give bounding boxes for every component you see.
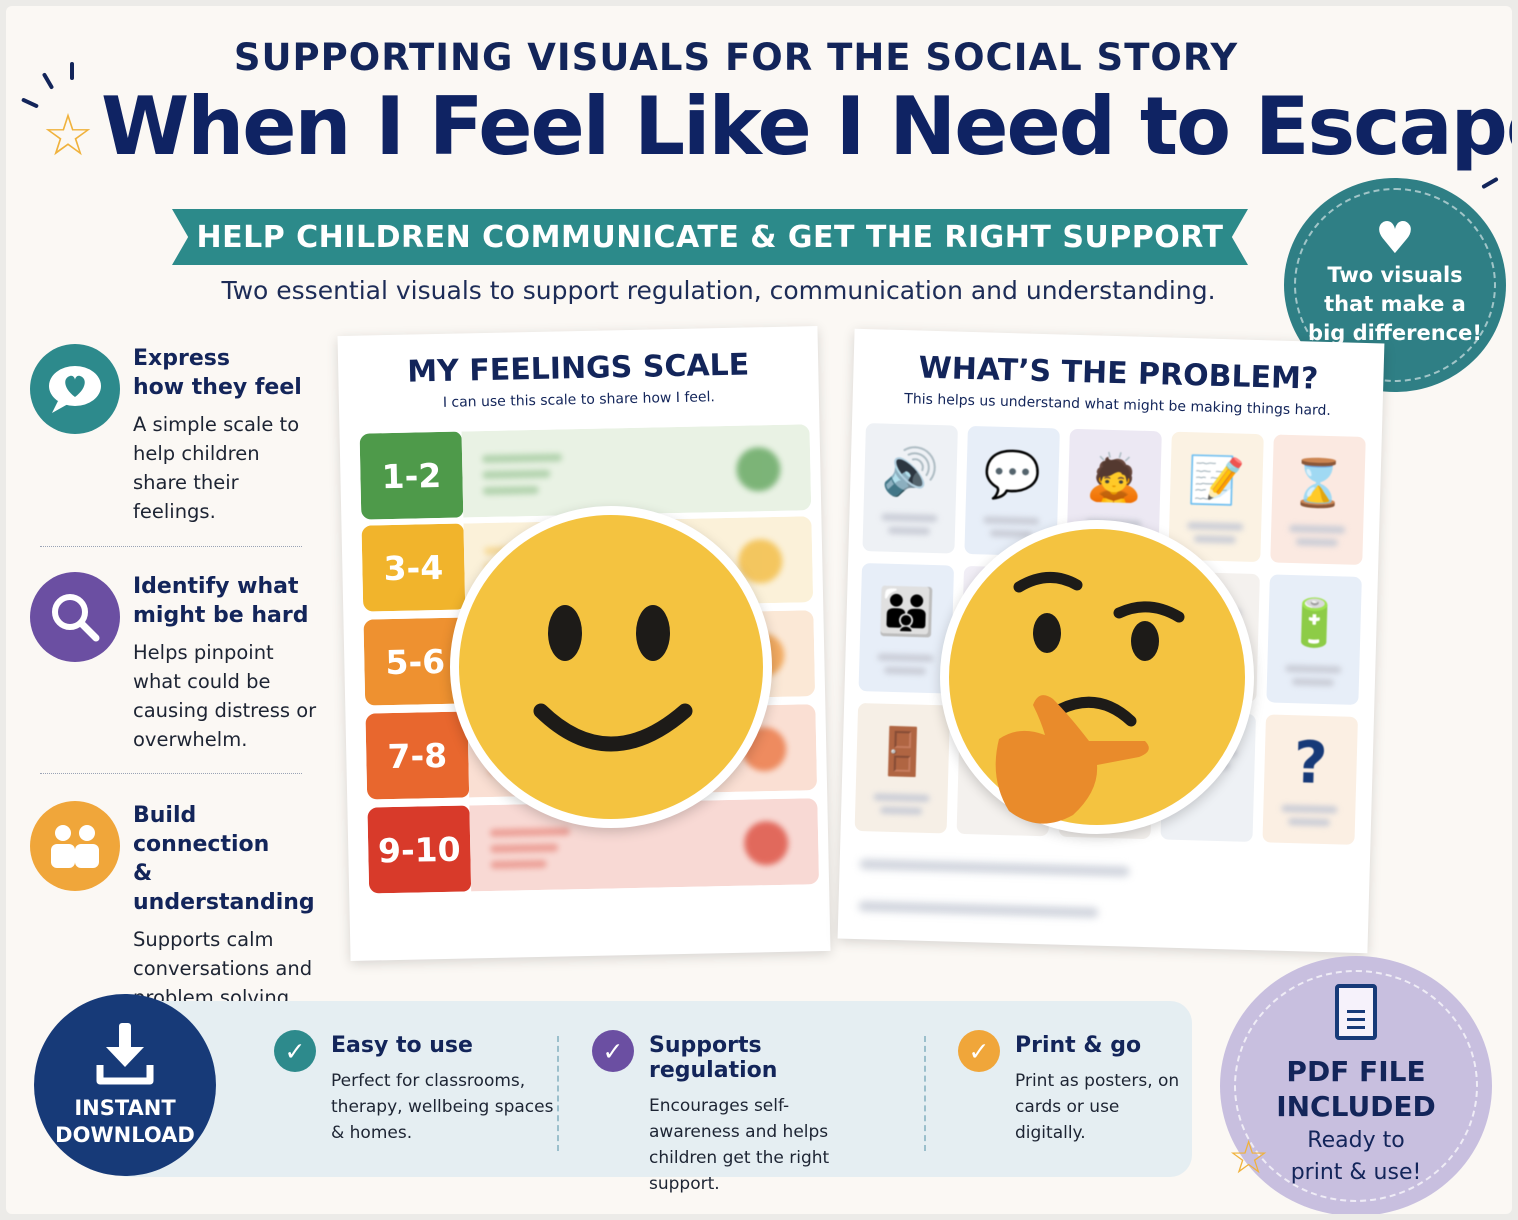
worksheet-icon: 📝: [1187, 452, 1246, 508]
scale-level-label: 9-10: [367, 805, 472, 894]
pdf-line: INCLUDED: [1276, 1090, 1436, 1123]
pdf-included-badge: PDF FILE INCLUDED Ready to print & use!: [1220, 956, 1492, 1214]
benefit-heading: Supports regulation: [649, 1033, 778, 1083]
check-icon: ✓: [958, 1030, 1000, 1072]
scale-row-background: [461, 424, 812, 518]
badge-line: Two visuals: [1327, 262, 1463, 287]
blurred-text: [887, 526, 931, 535]
blurred-footer-text: [858, 901, 1099, 918]
download-icon: [96, 1023, 154, 1085]
feature-heading: how they feel: [133, 375, 302, 400]
benefit-body: Perfect for classrooms, therapy, wellbei…: [331, 1071, 554, 1143]
blurred-text: [490, 843, 559, 854]
smiley-face-icon: [450, 506, 772, 828]
badge-line: that make a: [1324, 291, 1466, 316]
blurred-text: [1281, 804, 1338, 814]
problem-card-tile: ⌛: [1270, 434, 1366, 565]
benefit-heading: Print & go: [1015, 1033, 1142, 1058]
problem-card-tile: ?: [1262, 714, 1358, 845]
ribbon-text: HELP CHILDREN COMMUNICATE & GET THE RIGH…: [196, 219, 1224, 255]
blurred-text: [482, 453, 563, 464]
pdf-line: print & use!: [1290, 1160, 1422, 1185]
scale-level-label: 7-8: [365, 711, 470, 800]
scale-level-label: 3-4: [361, 523, 466, 612]
blurred-text: [482, 469, 551, 480]
feature-heading: Express: [133, 346, 230, 371]
tagline-ribbon: HELP CHILDREN COMMUNICATE & GET THE RIGH…: [172, 209, 1248, 265]
product-poster: ☆ SUPPORTING VISUALS FOR THE SOCIAL STOR…: [6, 6, 1512, 1214]
question-mark-icon: ?: [1292, 728, 1329, 798]
scale-row: 1-2: [359, 424, 812, 520]
instant-download-button[interactable]: INSTANT DOWNLOAD: [34, 994, 216, 1176]
feature-heading: might be hard: [133, 603, 309, 628]
speech-bubbles-icon: 💬: [983, 446, 1043, 502]
blurred-text: [880, 806, 923, 815]
blurred-text: [881, 513, 938, 523]
group-of-people-icon: 👪: [877, 583, 937, 640]
pdf-line: Ready to: [1307, 1128, 1405, 1153]
blurred-text: [1291, 678, 1335, 687]
feature-body: Supports calm conversations and problem …: [133, 928, 313, 1009]
sparkle-line: [1481, 176, 1499, 190]
check-icon: ✓: [274, 1030, 316, 1072]
blurred-text: [1285, 664, 1342, 674]
hourglass-icon: ⌛: [1289, 454, 1348, 511]
benefit-heading: Easy to use: [331, 1033, 473, 1058]
blurred-text: [883, 666, 927, 675]
pdf-line: PDF FILE: [1286, 1055, 1426, 1088]
page-title: When I Feel Like I Need to Escape: [101, 80, 1512, 173]
card-caption: I can use this scale to share how I feel…: [442, 389, 716, 411]
blurred-text: [1287, 818, 1331, 827]
blurred-text: [489, 827, 571, 838]
problem-card-tile: 🚪: [854, 702, 951, 834]
star-icon: ☆: [42, 101, 94, 169]
scale-level-label: 1-2: [359, 431, 464, 520]
blurred-text: [490, 859, 547, 870]
feature-heading: Identify what: [133, 574, 299, 599]
divider: [40, 546, 302, 547]
heart-chat-icon: [30, 344, 120, 434]
child-overwhelmed-icon: 🙇: [1085, 449, 1144, 505]
people-icon: [30, 801, 120, 891]
divider: [924, 1036, 926, 1151]
blurred-text: [873, 793, 930, 802]
card-title: MY FEELINGS SCALE: [406, 347, 750, 390]
feature-heading: Build connection: [133, 803, 270, 857]
benefit-body: Encourages self-awareness and helps chil…: [649, 1096, 830, 1194]
search-icon: [30, 572, 120, 662]
low-battery-icon: 🔋: [1285, 594, 1344, 651]
problem-card-tile: 🔋: [1266, 574, 1362, 705]
problem-card-tile: 🔊: [862, 423, 958, 554]
mood-face-icon: [743, 820, 789, 866]
blurred-text: [482, 485, 539, 496]
speaker-icon: 🔊: [881, 443, 941, 500]
feature-body: A simple scale to help children share th…: [133, 413, 300, 523]
blurred-text: [1289, 524, 1346, 534]
blurred-footer-text: [859, 859, 1130, 877]
star-icon: ☆: [1228, 1130, 1270, 1184]
subtitle: Two essential visuals to support regulat…: [221, 276, 1216, 305]
document-icon: [1335, 984, 1377, 1040]
heart-icon: ♥: [1375, 212, 1415, 264]
benefit-body: Print as posters, on cards or use digita…: [1015, 1071, 1180, 1143]
sparkle-line: [70, 62, 74, 80]
blurred-text: [1295, 538, 1338, 547]
download-label: DOWNLOAD: [55, 1123, 195, 1147]
mood-face-icon: [735, 446, 781, 492]
supertitle: SUPPORTING VISUALS FOR THE SOCIAL STORY: [233, 36, 1239, 79]
feature-body: Helps pinpoint what could be causing dis…: [133, 641, 317, 751]
thinking-face-icon: [940, 520, 1254, 834]
blurred-text: [877, 653, 934, 663]
divider: [557, 1036, 559, 1151]
sparkle-line: [20, 97, 40, 109]
check-icon: ✓: [592, 1030, 634, 1072]
blurred-text: [983, 516, 1040, 525]
feature-heading: & understanding: [133, 861, 315, 915]
bag-and-door-icon: 🚪: [873, 723, 933, 780]
divider: [40, 773, 302, 774]
instant-label: INSTANT: [74, 1096, 176, 1120]
